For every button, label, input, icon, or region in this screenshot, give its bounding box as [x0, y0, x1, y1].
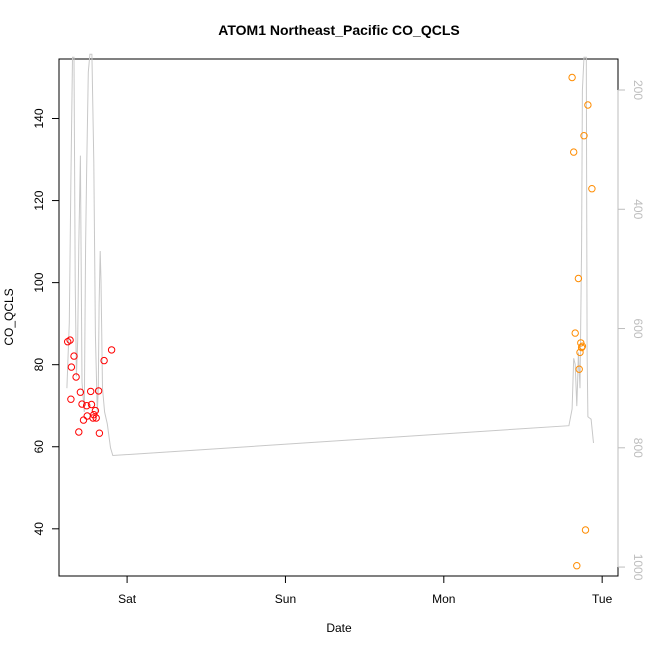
- series-1-point-13: [87, 387, 95, 396]
- series-1-point-7: [75, 428, 83, 436]
- axes-layer: 40 60 80 100 120 140 200 400 600 800 1000 Sat Sun Mon…: [32, 80, 645, 606]
- y2-tick-label-200: 200: [631, 80, 645, 100]
- y2-tick-label-800: 800: [631, 438, 645, 458]
- series-1-point-3: [67, 395, 75, 403]
- x-tick-label-tue: Tue: [592, 592, 613, 606]
- series-1-point-17: [91, 406, 100, 415]
- series-2-point-7: [576, 348, 584, 357]
- series-1-point-20: [95, 429, 104, 437]
- series-2-point-1: [568, 73, 576, 82]
- series-2-point-2: [570, 148, 578, 156]
- series-1-point-11: [83, 402, 91, 410]
- series-1-point-5: [70, 352, 78, 360]
- series-1-point-10: [79, 416, 88, 424]
- chart-title: ATOM1 Northeast_Pacific CO_QCLS: [218, 22, 459, 38]
- y2-tick-label-1000: 1000: [631, 554, 645, 581]
- y-tick-label-40: 40: [32, 522, 46, 536]
- y-tick-label-60: 60: [32, 440, 46, 454]
- series-1-point-8: [76, 388, 85, 396]
- y-tick-label-120: 120: [32, 190, 46, 210]
- series-2-point-5: [574, 274, 583, 283]
- x-axis-label: Date: [326, 621, 352, 635]
- series-2-point-14: [588, 185, 596, 193]
- series-2-point-6: [575, 365, 583, 373]
- y2-tick-label-400: 400: [631, 199, 645, 219]
- y-axis-label: CO_QCLS: [2, 288, 16, 345]
- series-1-point-2: [66, 336, 74, 344]
- y-tick-label-100: 100: [32, 272, 46, 292]
- y2-tick-label-600: 600: [631, 319, 645, 339]
- series-2-point-3: [571, 329, 579, 337]
- x-tick-label-sun: Sun: [275, 592, 296, 606]
- series-1-point-21: [100, 356, 108, 365]
- series-1-point-18: [92, 414, 100, 422]
- y-tick-label-80: 80: [32, 358, 46, 372]
- y-tick-label-140: 140: [32, 108, 46, 128]
- profile-line: [66, 53, 594, 457]
- series-2-point-11: [580, 132, 588, 140]
- points-layer: [64, 73, 596, 570]
- series-1-point-14: [87, 400, 96, 409]
- plot-frame: [58, 58, 619, 577]
- series-2-point-13: [584, 101, 592, 109]
- series-1-point-9: [78, 400, 86, 408]
- x-tick-label-mon: Mon: [432, 592, 455, 606]
- series-1-point-19: [94, 387, 103, 395]
- series-1-point-6: [72, 373, 80, 381]
- profile-layer: [66, 53, 594, 457]
- series-2-point-12: [581, 526, 590, 534]
- series-2-point-9: [577, 343, 586, 352]
- series-1-point-4: [67, 363, 76, 371]
- series-2-point-4: [573, 562, 581, 570]
- series-1-point-22: [107, 346, 116, 354]
- series-1-point-15: [89, 414, 97, 422]
- x-tick-label-sat: Sat: [118, 592, 137, 606]
- series-2-point-10: [578, 342, 587, 350]
